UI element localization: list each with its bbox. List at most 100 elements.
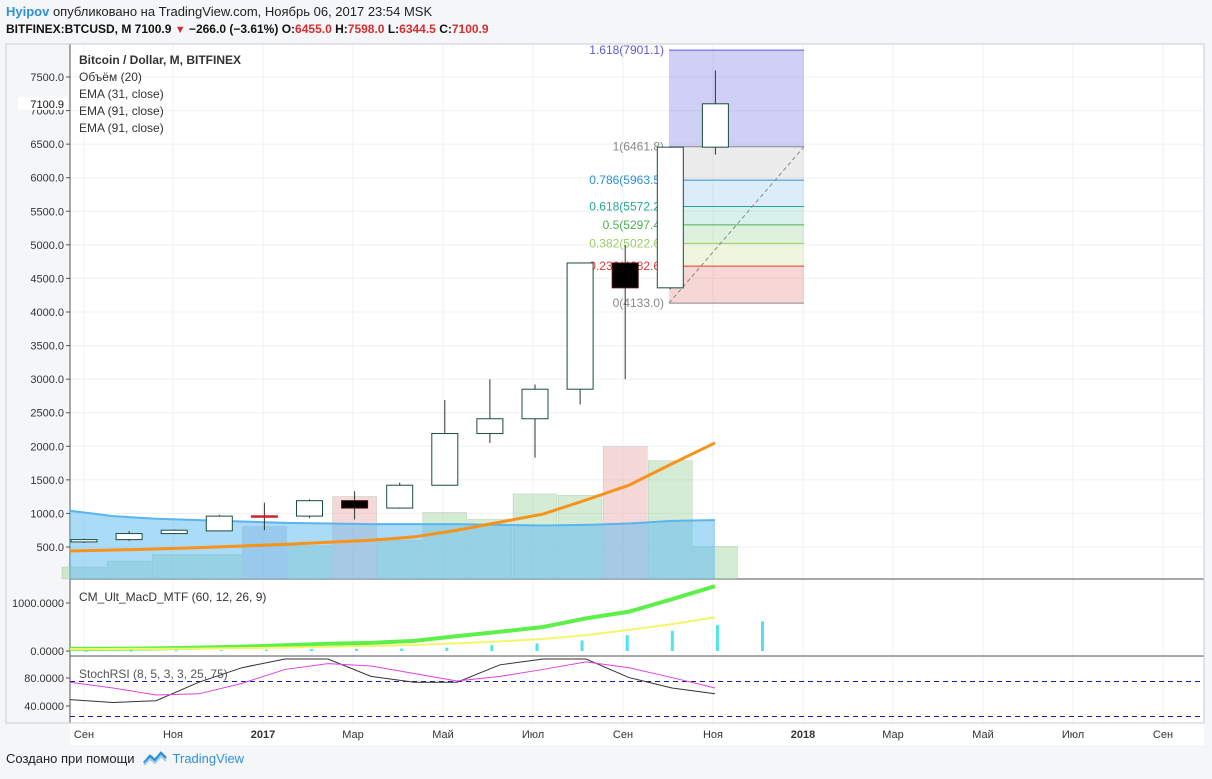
x-tick-label: Май bbox=[432, 729, 454, 741]
legend-volume: Объём (20) bbox=[79, 70, 142, 84]
y-tick-label: 7500.0 bbox=[30, 72, 64, 84]
symbol-header: BITFINEX:BTCUSD, M 7100.9 ▼ −266.0 (−3.6… bbox=[6, 22, 489, 36]
macd-hist-bar bbox=[355, 648, 359, 651]
y-tick-label: 4000.0 bbox=[30, 307, 64, 319]
legend-title: Bitcoin / Dollar, M, BITFINEX bbox=[79, 53, 242, 67]
open-value: 6455.0 bbox=[295, 22, 332, 36]
y-tick-label: 2000.0 bbox=[30, 441, 64, 453]
fib-zone bbox=[669, 224, 804, 244]
macd-y-label: 1000.0000 bbox=[12, 598, 64, 610]
high-value: 7598.0 bbox=[347, 22, 385, 36]
x-tick-label: Сен bbox=[74, 729, 94, 741]
x-tick-label: Мар bbox=[882, 729, 904, 741]
macd-hist-bar bbox=[264, 649, 268, 651]
x-tick-label: Июл bbox=[522, 729, 544, 741]
price-change: −266.0 (−3.61%) bbox=[188, 22, 279, 36]
footer-made-with: Создано при помощи bbox=[6, 750, 135, 766]
fib-zone bbox=[669, 180, 804, 207]
candle-body bbox=[115, 533, 143, 541]
publish-info: опубликовано на TradingView.com, Ноябрь … bbox=[49, 4, 433, 19]
close-label: C: bbox=[439, 22, 452, 36]
ema-orange-line bbox=[69, 441, 716, 553]
candle-body bbox=[250, 515, 278, 518]
close-value: 7100.9 bbox=[451, 22, 489, 36]
x-tick-label: 2018 bbox=[791, 729, 815, 741]
ema-band-line bbox=[69, 509, 716, 527]
candle-body bbox=[431, 433, 459, 486]
candle-body bbox=[566, 262, 594, 390]
macd-hist-bar bbox=[490, 645, 494, 651]
stoch-d-line bbox=[69, 661, 716, 696]
open-label: O: bbox=[281, 22, 296, 36]
publish-header: Hyipov опубликовано на TradingView.com, … bbox=[6, 4, 432, 19]
fib-level-label: 0(4133.0) bbox=[613, 296, 664, 310]
y-tick-label: 2500.0 bbox=[30, 408, 64, 420]
x-tick-label: Май bbox=[972, 729, 994, 741]
fib-zone bbox=[669, 243, 804, 267]
candle-body bbox=[611, 262, 639, 289]
macd-hist-bar bbox=[174, 650, 178, 652]
candle-body bbox=[521, 388, 549, 420]
macd-hist-bar bbox=[84, 650, 88, 652]
y-tick-label: 1000.0 bbox=[30, 508, 64, 520]
time-axis-pane bbox=[70, 723, 1204, 745]
y-tick-label: 4500.0 bbox=[30, 273, 64, 285]
last-price: 7100.9 bbox=[134, 22, 172, 36]
macd-hist-bar bbox=[761, 621, 764, 651]
stoch-k-line bbox=[69, 658, 716, 704]
macd-legend: CM_Ult_MacD_MTF (60, 12, 26, 9) bbox=[79, 590, 267, 604]
fib-level-label: 0.786(5963.5) bbox=[589, 173, 664, 187]
fib-zone bbox=[669, 266, 804, 304]
candle-body bbox=[160, 529, 188, 535]
fib-zone bbox=[669, 206, 804, 225]
macd-hist-bar bbox=[625, 635, 629, 651]
x-tick-label: Сен bbox=[613, 729, 633, 741]
tradingview-link[interactable]: TradingView bbox=[142, 750, 244, 766]
last-price-box bbox=[18, 96, 68, 110]
last-price-label: 7100.9 bbox=[30, 99, 64, 111]
chart-frame bbox=[5, 43, 1205, 724]
stoch-y-label: 80.0000 bbox=[24, 673, 64, 685]
low-label: L: bbox=[387, 22, 400, 36]
stoch-pane bbox=[70, 657, 1204, 723]
x-tick-label: Сен bbox=[1153, 729, 1173, 741]
stoch-legend: StochRSI (8, 5, 3, 3, 25, 75) bbox=[79, 667, 228, 681]
fib-level-label: 0.5(5297.4) bbox=[603, 218, 664, 232]
macd-signal-line bbox=[69, 616, 716, 651]
legend-ema-1: EMA (31, close) bbox=[79, 87, 164, 101]
tradingview-logo-icon bbox=[142, 751, 167, 766]
y-tick-label: 1500.0 bbox=[30, 475, 64, 487]
x-tick-label: Мар bbox=[342, 729, 364, 741]
symbol-label: BITFINEX:BTCUSD, M bbox=[6, 22, 132, 36]
macd-hist-bar bbox=[219, 650, 223, 652]
fib-level-label: 0.382(5022.6) bbox=[589, 236, 664, 250]
y-tick-label: 3000.0 bbox=[30, 374, 64, 386]
macd-hist-bar bbox=[535, 643, 539, 651]
candle-body bbox=[656, 146, 684, 289]
legend-ema-2: EMA (91, close) bbox=[79, 104, 164, 118]
fib-level-label: 1.618(7901.1) bbox=[589, 43, 664, 57]
fib-zone bbox=[669, 50, 804, 147]
macd-y-label: 0.0000 bbox=[30, 646, 64, 658]
macd-hist-bar bbox=[670, 630, 674, 651]
x-tick-label: Ноя bbox=[163, 729, 183, 741]
footer: Создано при помощи TradingView bbox=[6, 750, 244, 766]
author-name[interactable]: Hyipov bbox=[6, 4, 50, 19]
main-legend: Bitcoin / Dollar, M, BITFINEX Объём (20)… bbox=[79, 52, 241, 137]
y-tick-label: 5500.0 bbox=[30, 206, 64, 218]
x-tick-label: Июл bbox=[1062, 729, 1084, 741]
candle-body bbox=[476, 418, 504, 435]
high-label: H: bbox=[335, 22, 348, 36]
candle-body bbox=[70, 539, 98, 543]
candle-body bbox=[701, 103, 729, 148]
macd-hist-bar bbox=[445, 647, 449, 651]
y-tick-label: 6500.0 bbox=[30, 139, 64, 151]
y-tick-label: 3500.0 bbox=[30, 341, 64, 353]
candle-body bbox=[296, 500, 323, 517]
low-value: 6344.5 bbox=[399, 22, 436, 36]
fib-level-label: 0.618(5572.2) bbox=[589, 199, 664, 213]
macd-hist-bar bbox=[400, 648, 404, 651]
macd-hist-bar bbox=[715, 625, 719, 651]
legend-ema-3: EMA (91, close) bbox=[79, 121, 164, 135]
